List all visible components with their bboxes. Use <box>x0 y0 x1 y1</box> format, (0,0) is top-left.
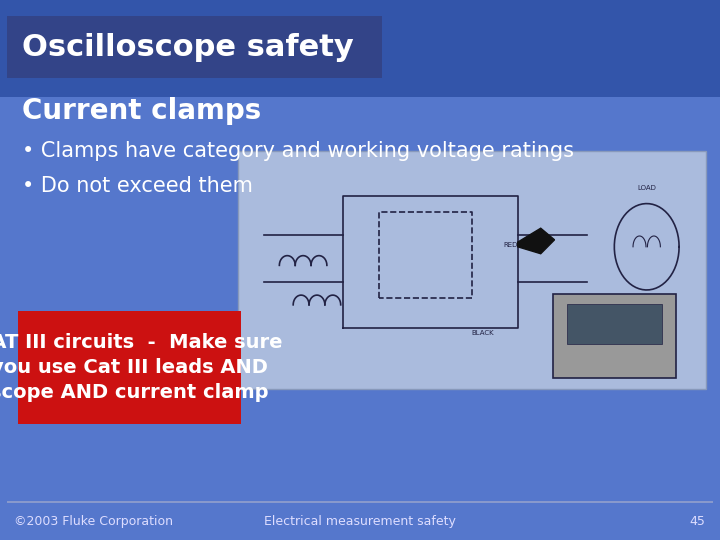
FancyBboxPatch shape <box>7 501 713 503</box>
Text: Oscilloscope safety: Oscilloscope safety <box>22 33 354 62</box>
FancyBboxPatch shape <box>553 294 676 378</box>
Text: • Do not exceed them: • Do not exceed them <box>22 176 253 197</box>
Text: Current clamps: Current clamps <box>22 97 261 125</box>
FancyBboxPatch shape <box>7 16 382 78</box>
Text: RED: RED <box>504 242 518 248</box>
Text: • Clamps have category and working voltage ratings: • Clamps have category and working volta… <box>22 141 574 161</box>
Text: Electrical measurement safety: Electrical measurement safety <box>264 515 456 528</box>
Polygon shape <box>518 228 554 254</box>
FancyBboxPatch shape <box>18 310 241 424</box>
Text: LOAD: LOAD <box>637 185 656 191</box>
FancyBboxPatch shape <box>567 303 662 345</box>
FancyBboxPatch shape <box>0 0 720 97</box>
Text: 45: 45 <box>690 515 706 528</box>
Text: CAT III circuits  -  Make sure
you use Cat III leads AND
scope AND current clamp: CAT III circuits - Make sure you use Cat… <box>0 333 282 402</box>
Text: BLACK: BLACK <box>472 330 494 336</box>
FancyBboxPatch shape <box>238 151 706 389</box>
Text: ©2003 Fluke Corporation: ©2003 Fluke Corporation <box>14 515 174 528</box>
